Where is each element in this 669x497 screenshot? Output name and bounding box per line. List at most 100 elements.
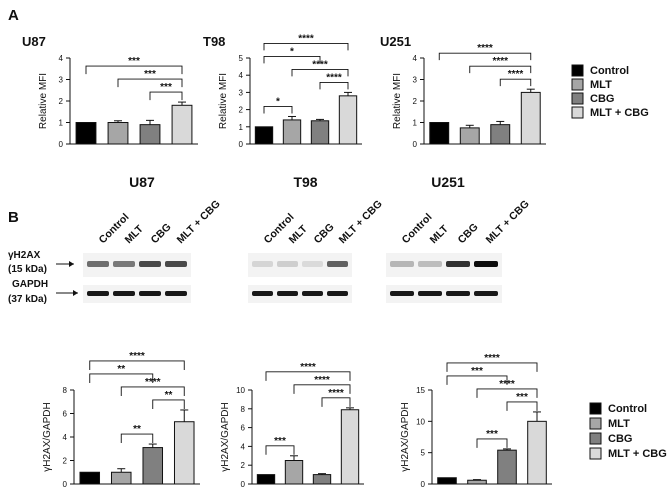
- band-h2ax: [302, 261, 323, 267]
- bar-cbg: [139, 124, 161, 145]
- y-tick-label: 4: [59, 54, 64, 63]
- y-tick-label: 6: [241, 424, 246, 433]
- band-gapdh: [302, 291, 323, 296]
- band-h2ax: [139, 261, 161, 267]
- bar-mlt-cbg: [338, 95, 358, 145]
- band-gapdh: [474, 291, 498, 296]
- blot-strip-gapdh: [248, 285, 352, 303]
- y-tick-label: 5: [421, 449, 426, 458]
- significance-bracket: [265, 445, 295, 455]
- bar-mlt: [282, 119, 302, 145]
- band-h2ax: [113, 261, 135, 267]
- significance-bracket: [499, 78, 532, 87]
- protein-label-h2ax: γH2AX: [8, 250, 41, 261]
- significance-bracket: [120, 433, 154, 444]
- significance-label: **: [165, 390, 173, 401]
- significance-bracket: [469, 65, 532, 74]
- arrow-icon: [69, 261, 74, 267]
- blot-title-u87: U87: [129, 174, 155, 190]
- legend-label: Control: [608, 403, 647, 415]
- y-axis-label: Relative MFI: [218, 73, 229, 129]
- significance-bracket: [476, 438, 508, 448]
- significance-label: *: [290, 46, 294, 57]
- y-tick-label: 0: [239, 140, 244, 149]
- band-h2ax: [87, 261, 109, 267]
- significance-bracket: [293, 384, 351, 394]
- lane-label: CBG: [456, 221, 481, 246]
- bar-control: [429, 122, 450, 145]
- band-gapdh: [165, 291, 187, 296]
- lane-label: CBG: [312, 221, 337, 246]
- band-gapdh: [390, 291, 414, 296]
- band-h2ax: [446, 261, 470, 267]
- significance-label: ****: [314, 375, 330, 386]
- significance-bracket: [263, 55, 321, 64]
- significance-label: ****: [326, 72, 342, 83]
- bar-control: [437, 477, 457, 485]
- legend-label: MLT + CBG: [590, 107, 649, 119]
- significance-bracket: [149, 91, 183, 101]
- legend-swatch-cbg: [589, 432, 602, 445]
- bar-mlt-cbg: [340, 409, 360, 485]
- significance-label: ****: [477, 43, 493, 54]
- y-tick-label: 3: [59, 76, 64, 85]
- band-gapdh: [327, 291, 348, 296]
- y-axis-label: γH2AX/GAPDH: [220, 402, 231, 471]
- y-tick-label: 1: [239, 123, 244, 132]
- bar-control: [79, 471, 101, 485]
- lane-label: CBG: [149, 221, 174, 246]
- legend-swatch-mlt-cbg: [571, 106, 584, 119]
- y-tick-label: 10: [416, 417, 425, 426]
- chart-title: T98: [203, 34, 225, 49]
- band-gapdh: [446, 291, 470, 296]
- significance-bracket: [89, 373, 154, 383]
- legend-label: CBG: [608, 433, 632, 445]
- chart-title: U87: [22, 34, 46, 49]
- lane-label: MLT + CBG: [337, 198, 385, 246]
- bar-control: [256, 474, 276, 485]
- band-h2ax: [165, 261, 187, 267]
- y-tick-label: 1: [59, 119, 64, 128]
- y-tick-label: 4: [241, 442, 246, 451]
- lane-label: MLT + CBG: [484, 198, 532, 246]
- legend-label: MLT + CBG: [608, 448, 667, 460]
- y-tick-label: 3: [239, 88, 244, 97]
- bar-mlt-cbg: [527, 420, 547, 485]
- y-tick-label: 0: [59, 140, 64, 149]
- bar-cbg: [497, 449, 517, 485]
- significance-label: ****: [328, 388, 344, 399]
- y-tick-label: 15: [416, 386, 425, 395]
- y-axis-label: Relative MFI: [392, 73, 403, 129]
- significance-bracket: [321, 397, 351, 407]
- y-tick-label: 0: [63, 480, 68, 489]
- significance-label: ***: [471, 366, 483, 377]
- significance-label: ****: [298, 33, 314, 44]
- significance-bracket: [506, 401, 538, 411]
- y-tick-label: 2: [63, 457, 68, 466]
- band-gapdh: [277, 291, 298, 296]
- significance-label: *: [276, 96, 280, 107]
- lane-label: MLT: [123, 223, 147, 247]
- blot-strip-gapdh: [386, 285, 502, 303]
- significance-bracket: [85, 65, 183, 75]
- bar-cbg: [142, 447, 164, 485]
- band-h2ax: [474, 261, 498, 267]
- significance-label: ***: [516, 392, 528, 403]
- legend-swatch-cbg: [571, 92, 584, 105]
- significance-bracket: [291, 68, 349, 77]
- y-axis-label: Relative MFI: [38, 73, 49, 129]
- lane-label: MLT: [428, 223, 452, 247]
- significance-bracket: [438, 52, 532, 61]
- significance-label: ***: [144, 69, 156, 80]
- chart-a-u87: U87 0 1 2 3 4 Relative MFI *** *** ***: [22, 34, 198, 149]
- protein-size-h2ax: (15 kDa): [8, 264, 47, 275]
- bar-cbg: [490, 124, 511, 145]
- y-axis-label: γH2AX/GAPDH: [42, 402, 53, 471]
- legend-swatch-mlt-cbg: [589, 447, 602, 460]
- significance-label: ****: [484, 353, 500, 364]
- bar-cbg: [312, 474, 332, 485]
